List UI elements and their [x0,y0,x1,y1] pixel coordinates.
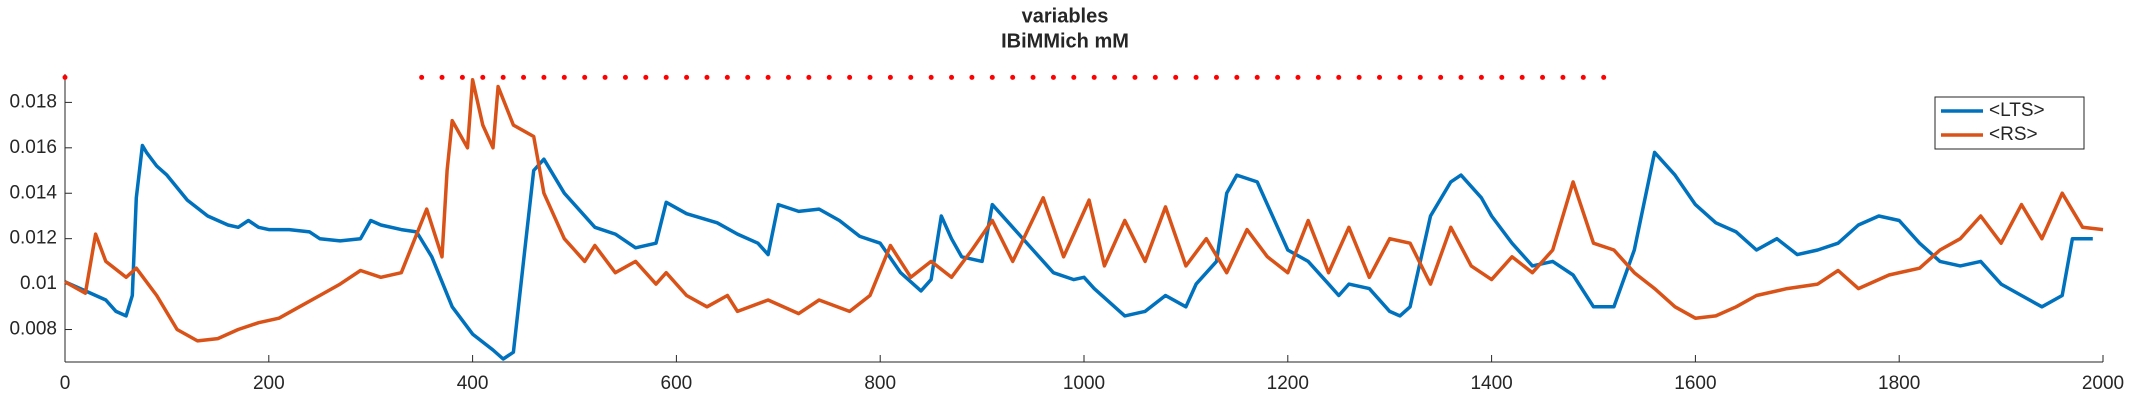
marker-dot [602,74,608,80]
marker-dot [1071,74,1077,80]
marker-dot [1417,74,1423,80]
marker-dot [704,74,710,80]
marker-dot [582,74,588,80]
marker-dot [1295,74,1301,80]
x-tick-label: 1800 [1878,373,1920,394]
marker-dot [1478,74,1484,80]
marker-dot [500,74,506,80]
marker-dot [1377,74,1383,80]
marker-dot [1152,74,1158,80]
marker-dot [806,74,812,80]
series-line [64,143,2093,361]
x-tick-label: 200 [253,373,285,394]
marker-dot [1540,74,1546,80]
y-tick-label: 0.014 [9,182,57,203]
marker-dot [1112,74,1118,80]
marker-dot [1234,74,1240,80]
marker-dot [949,74,955,80]
marker-dot [541,74,547,80]
marker-dot [1580,74,1586,80]
marker-dot [521,74,527,80]
marker-dot [663,74,669,80]
marker-dot [1601,74,1607,80]
marker-dot [1356,74,1362,80]
marker-dot [1010,74,1016,80]
marker-dot [480,74,486,80]
y-tick-label: 0.012 [9,228,57,249]
series-line [64,77,2104,343]
x-tick-label: 800 [864,373,896,394]
marker-dot [439,74,445,80]
marker-dot [1275,74,1281,80]
chart-title: variables [1022,5,1109,27]
marker-dot [847,74,853,80]
marker-dot [622,74,628,80]
marker-dot [1397,74,1403,80]
x-tick-label: 600 [661,373,693,394]
marker-dot [1499,74,1505,80]
marker-dot [1254,74,1260,80]
y-tick-label: 0.016 [9,137,57,158]
x-tick-label: 1000 [1063,373,1105,394]
marker-dot [785,74,791,80]
legend-label: <RS> [1989,124,2038,145]
marker-dot [969,74,975,80]
y-tick-label: 0.018 [9,91,57,112]
chart-subtitle: IBiMMich mM [1001,30,1129,52]
marker-dot [928,74,934,80]
x-tick-label: 400 [457,373,489,394]
marker-dot [1193,74,1199,80]
y-tick-label: 0.008 [9,319,57,340]
legend-label: <LTS> [1989,100,2045,121]
marker-dot [419,74,425,80]
x-tick-label: 2000 [2082,373,2124,394]
marker-dot [1050,74,1056,80]
marker-dot [1173,74,1179,80]
marker-dot [1519,74,1525,80]
legend-box [1934,96,2085,150]
marker-dot [1315,74,1321,80]
marker-dot [643,74,649,80]
x-tick-label: 1600 [1674,373,1716,394]
marker-dot [887,74,893,80]
marker-dot [1336,74,1342,80]
marker-dot [1213,74,1219,80]
marker-dot [908,74,914,80]
marker-dot [561,74,567,80]
marker-dot [724,74,730,80]
marker-dot [1030,74,1036,80]
marker-dot [745,74,751,80]
marker-dot [62,74,68,80]
marker-dot [1438,74,1444,80]
marker-dot [459,74,465,80]
y-tick-label: 0.01 [20,273,57,294]
marker-dot [826,74,832,80]
marker-dot [867,74,873,80]
marker-dot [989,74,995,80]
marker-dot [1132,74,1138,80]
marker-dot [1560,74,1566,80]
x-tick-label: 1400 [1470,373,1512,394]
marker-dot [684,74,690,80]
x-tick-label: 1200 [1267,373,1309,394]
marker-dot [1458,74,1464,80]
marker-dot [1091,74,1097,80]
x-tick-label: 0 [60,373,71,394]
marker-dot [765,74,771,80]
